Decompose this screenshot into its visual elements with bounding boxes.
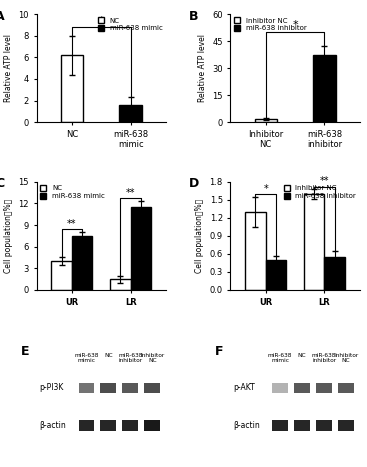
Bar <box>245 212 266 290</box>
Text: miR-638
mimic: miR-638 mimic <box>74 353 99 363</box>
Text: D: D <box>189 177 199 191</box>
Text: C: C <box>0 177 4 191</box>
Y-axis label: Cell population（%）: Cell population（%） <box>4 199 13 273</box>
Y-axis label: Relative ATP level: Relative ATP level <box>4 34 13 102</box>
Bar <box>79 383 94 393</box>
Text: B: B <box>189 10 199 23</box>
Text: β-actin: β-actin <box>233 421 260 430</box>
Bar <box>144 383 160 393</box>
Text: β-actin: β-actin <box>39 421 66 430</box>
Text: *: * <box>292 20 298 30</box>
Bar <box>316 420 332 431</box>
Legend: Inhibitor NC, miR-638 inhibitor: Inhibitor NC, miR-638 inhibitor <box>284 185 356 199</box>
Bar <box>304 194 324 290</box>
Y-axis label: Relative ATP level: Relative ATP level <box>198 34 207 102</box>
Bar <box>338 420 354 431</box>
Text: Inhibitor
NC: Inhibitor NC <box>140 353 164 363</box>
Text: F: F <box>215 345 224 358</box>
Text: **: ** <box>320 176 329 186</box>
Bar <box>144 420 160 431</box>
Bar <box>51 261 72 290</box>
Bar <box>294 383 310 393</box>
Bar <box>101 420 116 431</box>
Text: *: * <box>98 16 104 26</box>
Text: miR-638
mimic: miR-638 mimic <box>268 353 292 363</box>
Bar <box>266 260 286 290</box>
Bar <box>338 383 354 393</box>
Bar <box>79 420 94 431</box>
Legend: NC, miR-638 mimic: NC, miR-638 mimic <box>98 17 163 31</box>
Bar <box>272 383 288 393</box>
Bar <box>72 236 92 290</box>
Bar <box>120 105 142 122</box>
Text: NC: NC <box>104 353 113 358</box>
Text: NC: NC <box>298 353 306 358</box>
Legend: NC, miR-638 mimic: NC, miR-638 mimic <box>40 185 105 199</box>
Text: *: * <box>264 184 268 194</box>
Text: **: ** <box>67 219 77 229</box>
Bar <box>294 420 310 431</box>
Bar <box>316 383 332 393</box>
Bar <box>123 383 138 393</box>
Bar <box>324 257 345 290</box>
Text: **: ** <box>126 188 135 198</box>
Y-axis label: Cell population（%）: Cell population（%） <box>195 199 204 273</box>
Text: miR-638
inhibitor: miR-638 inhibitor <box>118 353 143 363</box>
Bar <box>313 56 335 122</box>
Text: A: A <box>0 10 5 23</box>
Bar <box>131 207 151 290</box>
Legend: Inhibitor NC, miR-638 inhibitor: Inhibitor NC, miR-638 inhibitor <box>234 17 306 31</box>
Text: Inhibitor
NC: Inhibitor NC <box>334 353 358 363</box>
Bar <box>272 420 288 431</box>
Bar <box>110 279 131 290</box>
Bar <box>101 383 116 393</box>
Bar <box>123 420 138 431</box>
Text: p-PI3K: p-PI3K <box>39 383 63 392</box>
Bar <box>61 55 83 122</box>
Text: E: E <box>21 345 30 358</box>
Text: p-AKT: p-AKT <box>233 383 255 392</box>
Bar <box>255 119 277 122</box>
Text: miR-638
inhibitor: miR-638 inhibitor <box>312 353 337 363</box>
